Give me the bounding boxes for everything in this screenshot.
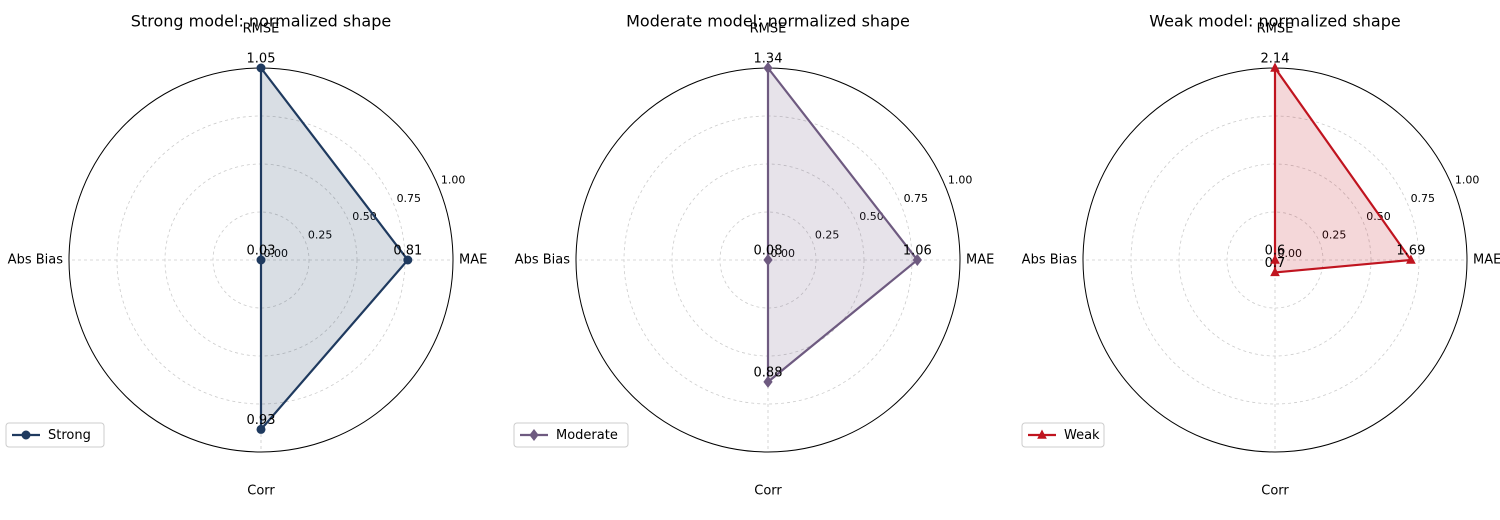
marker — [256, 424, 266, 434]
area — [1275, 68, 1411, 273]
data-label: 1.34 — [754, 52, 783, 67]
data-label: 1.06 — [903, 244, 932, 259]
r-tick-label: 0.75 — [397, 192, 422, 205]
axis-label: RMSE — [1257, 21, 1294, 36]
r-tick-label: 0.50 — [859, 210, 884, 223]
axis-label: Abs Bias — [515, 253, 571, 268]
legend-label: Strong — [48, 428, 91, 443]
marker — [1406, 254, 1416, 264]
marker — [1037, 429, 1047, 439]
r-tick-label: 0.50 — [352, 210, 377, 223]
r-tick-label: 0.25 — [815, 229, 840, 242]
r-tick-label: 1.00 — [441, 173, 466, 186]
r-tick-label: 0.25 — [308, 229, 333, 242]
chart-title: Strong model: normalized shape — [131, 12, 391, 31]
marker — [256, 63, 266, 73]
legend-box — [513, 422, 629, 448]
data-label: 0.81 — [393, 244, 422, 259]
axis-label: Corr — [247, 484, 275, 499]
axis-label: MAE — [459, 253, 487, 268]
r-tick-label: 0.75 — [904, 192, 929, 205]
marker — [21, 430, 31, 440]
marker — [256, 255, 266, 265]
r-tick-label: 0.75 — [1411, 192, 1436, 205]
r-tick-label: 0.00 — [1278, 247, 1303, 260]
data-label: 0.88 — [754, 365, 783, 380]
data-label: 2.14 — [1261, 52, 1290, 67]
data-label: 0.6 — [1265, 244, 1286, 259]
legend-label: Moderate — [556, 428, 618, 443]
axis-label: Abs Bias — [8, 253, 64, 268]
data-label: 0.93 — [247, 413, 276, 428]
r-tick-label: 0.50 — [1366, 210, 1391, 223]
marker — [763, 253, 773, 267]
legend-box — [5, 422, 105, 448]
legend-box — [1021, 422, 1105, 448]
marker — [1270, 62, 1280, 72]
axis-label: MAE — [1473, 253, 1500, 268]
axis-label: Corr — [754, 484, 782, 499]
data-label: 0.08 — [754, 244, 783, 259]
chart-title: Moderate model: normalized shape — [626, 12, 910, 31]
axis-label: RMSE — [750, 21, 787, 36]
chart-title: Weak model: normalized shape — [1149, 12, 1400, 31]
data-label: 0.03 — [247, 244, 276, 259]
r-tick-label: 1.00 — [948, 173, 973, 186]
marker — [403, 255, 413, 265]
area — [261, 68, 408, 430]
axis-label: Abs Bias — [1022, 253, 1078, 268]
r-tick-label: 0.00 — [771, 247, 796, 260]
data-label: 1.69 — [1396, 244, 1425, 259]
area — [768, 68, 918, 382]
data-label: 1.05 — [247, 52, 276, 67]
marker — [763, 61, 773, 75]
marker — [1270, 266, 1280, 277]
axis-label: Corr — [1261, 484, 1289, 499]
r-tick-label: 0.25 — [1322, 229, 1347, 242]
marker — [1270, 254, 1280, 264]
marker — [529, 428, 539, 442]
axis-label: RMSE — [243, 21, 280, 36]
marker — [912, 253, 922, 267]
marker — [763, 375, 773, 388]
r-tick-label: 0.00 — [264, 247, 289, 260]
axis-label: MAE — [966, 253, 994, 268]
legend-label: Weak — [1064, 428, 1100, 443]
r-tick-label: 1.00 — [1455, 173, 1480, 186]
